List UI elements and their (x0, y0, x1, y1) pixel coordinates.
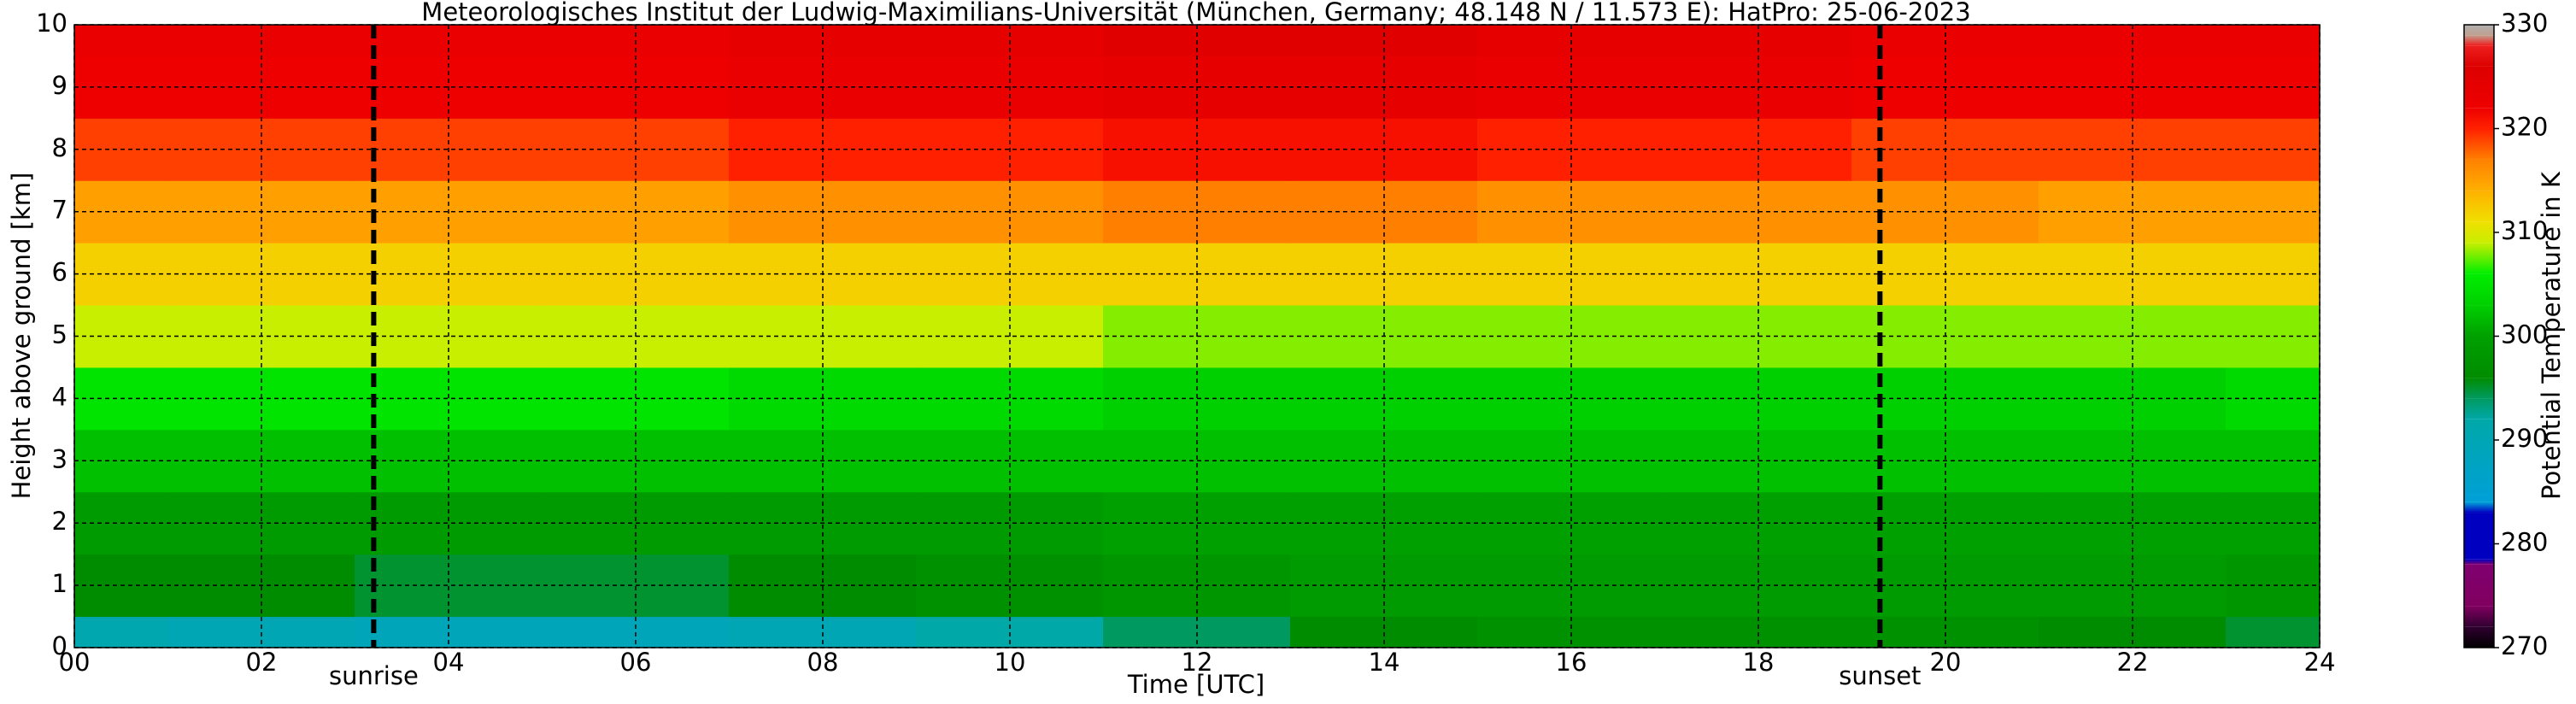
colorbar-segment (2464, 398, 2494, 419)
colorbar-segment (2464, 128, 2494, 160)
colorbar-segment (2464, 559, 2494, 565)
annotation-label: sunset (1839, 661, 1921, 690)
heatmap-cell (2226, 304, 2321, 368)
heatmap-cell (2226, 179, 2321, 243)
heatmap-cell (2226, 429, 2321, 493)
y-tick-label: 3 (52, 444, 67, 473)
colorbar-tick-label: 290 (2501, 424, 2548, 453)
heatmap-cell (2226, 616, 2321, 648)
colorbar-segment (2464, 221, 2494, 243)
annotation-label: sunrise (329, 661, 419, 690)
heatmap-cell (73, 616, 168, 648)
colorbar-segment (2464, 502, 2494, 513)
colorbar-segment (2464, 159, 2494, 191)
y-tick-label: 4 (52, 382, 67, 411)
colorbar-tick-label: 270 (2501, 631, 2548, 660)
y-tick-label: 0 (52, 631, 67, 660)
colorbar-segment (2464, 25, 2494, 36)
x-tick-label: 20 (1930, 648, 1962, 677)
colorbar-segment (2464, 305, 2494, 337)
y-tick-label: 2 (52, 507, 67, 536)
colorbar-tick-label: 320 (2501, 113, 2548, 142)
heatmap-cell (73, 24, 168, 56)
heatmap-cell (2226, 55, 2321, 119)
heatmap-cell (2226, 491, 2321, 555)
y-tick-label: 9 (52, 71, 67, 100)
y-tick-label: 7 (52, 196, 67, 225)
colorbar-segment (2464, 378, 2494, 399)
x-tick-label: 12 (1182, 648, 1213, 677)
heatmap-cell (2226, 117, 2321, 181)
x-tick-label: 18 (1743, 648, 1775, 677)
colorbar-label: Potential Temperature in K (2537, 171, 2566, 500)
y-tick-label: 8 (52, 133, 67, 162)
colorbar-tick-label: 330 (2501, 9, 2548, 38)
x-tick-label: 14 (1369, 648, 1400, 677)
colorbar-segment (2464, 108, 2494, 129)
x-tick-label: 16 (1556, 648, 1587, 677)
colorbar-tick-label: 300 (2501, 320, 2548, 349)
x-tick-label: 22 (2117, 648, 2149, 677)
colorbar-segment (2464, 606, 2494, 627)
colorbar-tick-label: 310 (2501, 216, 2548, 245)
colorbar-tick-label: 280 (2501, 528, 2548, 557)
y-tick-label: 1 (52, 569, 67, 598)
colorbar-segment (2464, 273, 2494, 306)
colorbar-segment (2464, 243, 2494, 274)
x-tick-label: 00 (59, 648, 91, 677)
x-tick-label: 08 (807, 648, 839, 677)
y-axis-label: Height above ground [km] (7, 173, 36, 500)
chart-title: Meteorologisches Institut der Ludwig-Max… (421, 0, 1970, 26)
x-tick-label: 24 (2304, 648, 2336, 677)
heatmap-cell (2226, 24, 2321, 56)
plot-frame (73, 24, 2321, 648)
heatmap-cell (2226, 367, 2321, 431)
y-tick-label: 10 (36, 9, 67, 38)
y-tick-label: 5 (52, 320, 67, 349)
x-axis-label: Time [UTC] (1127, 670, 1265, 699)
colorbar-segment (2464, 66, 2494, 109)
x-tick-label: 02 (246, 648, 278, 677)
colorbar-segment (2464, 419, 2494, 502)
x-tick-label: 10 (995, 648, 1026, 677)
colorbar-segment (2464, 191, 2494, 222)
colorbar-segment (2464, 626, 2494, 648)
colorbar-segment (2464, 336, 2494, 378)
colorbar-segment (2464, 513, 2494, 560)
colorbar-segment (2464, 45, 2494, 67)
x-tick-label: 04 (433, 648, 465, 677)
colorbar-segment (2464, 35, 2494, 46)
x-tick-label: 06 (620, 648, 652, 677)
colorbar-segment (2464, 564, 2494, 607)
y-tick-label: 6 (52, 258, 67, 287)
